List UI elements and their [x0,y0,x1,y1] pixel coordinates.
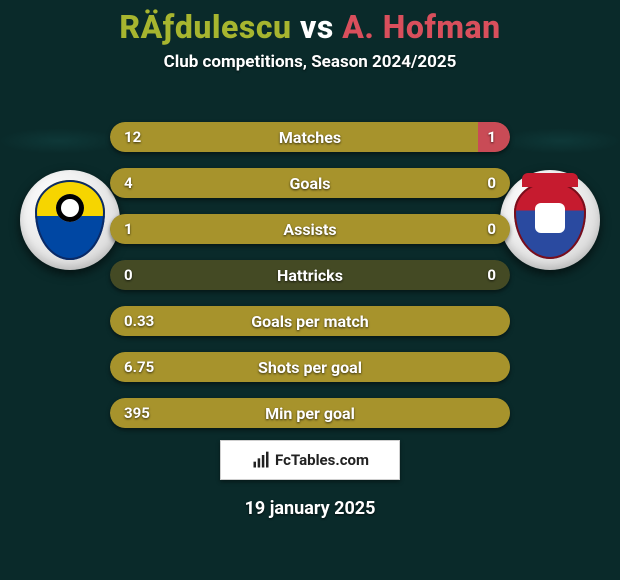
chart-icon [251,450,271,470]
footer-date: 19 january 2025 [0,498,620,519]
stat-row: 395Min per goal [110,398,510,428]
stat-row: 0.33Goals per match [110,306,510,336]
stat-label: Min per goal [110,398,510,428]
stat-row: 6.75Shots per goal [110,352,510,382]
stat-label: Goals per match [110,306,510,336]
stat-row: 40Goals [110,168,510,198]
stat-label: Hattricks [110,260,510,290]
stat-label: Shots per goal [110,352,510,382]
stat-label: Goals [110,168,510,198]
footer-logo-box: FcTables.com [220,440,400,480]
shadow-halo-right [500,128,620,154]
player-right-name: A. Hofman [342,8,500,46]
subtitle-text: Club competitions, Season 2024/2025 [0,52,620,72]
club-badge-right [500,170,600,270]
stat-label: Assists [110,214,510,244]
shadow-halo-left [0,128,120,154]
comparison-title: RÄƒdulescu vs A. Hofman [0,0,620,46]
vs-text: vs [300,8,334,46]
stat-row: 121Matches [110,122,510,152]
club-badge-left [20,170,120,270]
petrolul-ploiesti-crest-icon [35,180,105,260]
stat-row: 10Assists [110,214,510,244]
stat-row: 00Hattricks [110,260,510,290]
footer-logo-text: FcTables.com [275,451,369,469]
player-left-name: RÄƒdulescu [119,8,291,46]
otelul-galati-crest-icon [514,181,586,259]
stat-label: Matches [110,122,510,152]
stat-rows-container: 121Matches 40Goals 10Assists 00Hattricks 0.3… [110,122,510,444]
